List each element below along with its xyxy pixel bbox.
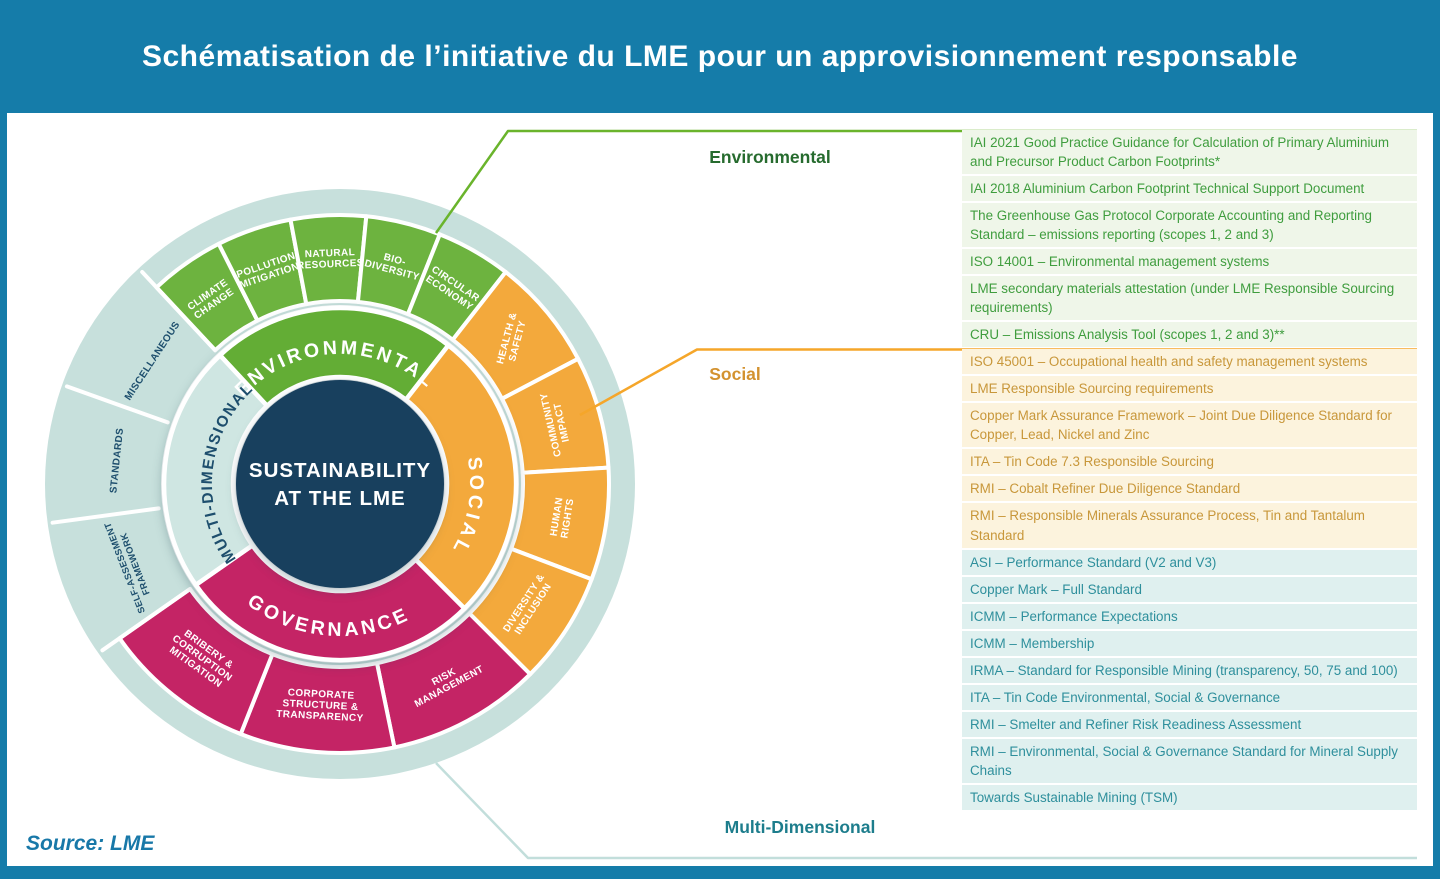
standard-item: LME secondary materials attestation (und…: [962, 276, 1417, 321]
standard-item: IRMA – Standard for Responsible Mining (…: [962, 657, 1417, 683]
standard-item: Towards Sustainable Mining (TSM): [962, 784, 1417, 810]
section-heading-multi-dimensional: Multi-Dimensional: [724, 817, 876, 837]
standard-item: RMI – Smelter and Refiner Risk Readiness…: [962, 711, 1417, 737]
source-label: Source: LME: [26, 832, 155, 855]
section-heading-social: Social: [709, 364, 761, 384]
standard-item: Copper Mark – Full Standard: [962, 576, 1417, 602]
standard-item: ITA – Tin Code 7.3 Responsible Sourcing: [962, 449, 1417, 475]
standard-item: ICMM – Performance Expectations: [962, 603, 1417, 629]
standard-item: LME Responsible Sourcing requirements: [962, 376, 1417, 402]
standard-item: ICMM – Membership: [962, 630, 1417, 656]
page-title: Schématisation de l’initiative du LME po…: [141, 39, 1298, 73]
standard-item: ITA – Tin Code Environmental, Social & G…: [962, 684, 1417, 710]
standard-item: ISO 14001 – Environmental management sys…: [962, 249, 1417, 275]
standard-item: IAI 2018 Aluminium Carbon Footprint Tech…: [962, 176, 1417, 202]
standard-item: Copper Mark Assurance Framework – Joint …: [962, 403, 1417, 448]
standard-item: ASI – Performance Standard (V2 and V3): [962, 549, 1417, 575]
standard-item: The Greenhouse Gas Protocol Corporate Ac…: [962, 203, 1417, 248]
section-heading-environmental: Environmental: [709, 147, 831, 167]
standard-item: RMI – Responsible Minerals Assurance Pro…: [962, 503, 1417, 548]
standard-item: IAI 2021 Good Practice Guidance for Calc…: [962, 130, 1417, 175]
standard-item: ISO 45001 – Occupational health and safe…: [962, 349, 1417, 375]
standard-item: CRU – Emissions Analysis Tool (scopes 1,…: [962, 322, 1417, 348]
standard-item: RMI – Cobalt Refiner Due Diligence Stand…: [962, 476, 1417, 502]
standard-item: RMI – Environmental, Social & Governance…: [962, 738, 1417, 783]
standards-list: IAI 2021 Good Practice Guidance for Calc…: [962, 130, 1417, 810]
